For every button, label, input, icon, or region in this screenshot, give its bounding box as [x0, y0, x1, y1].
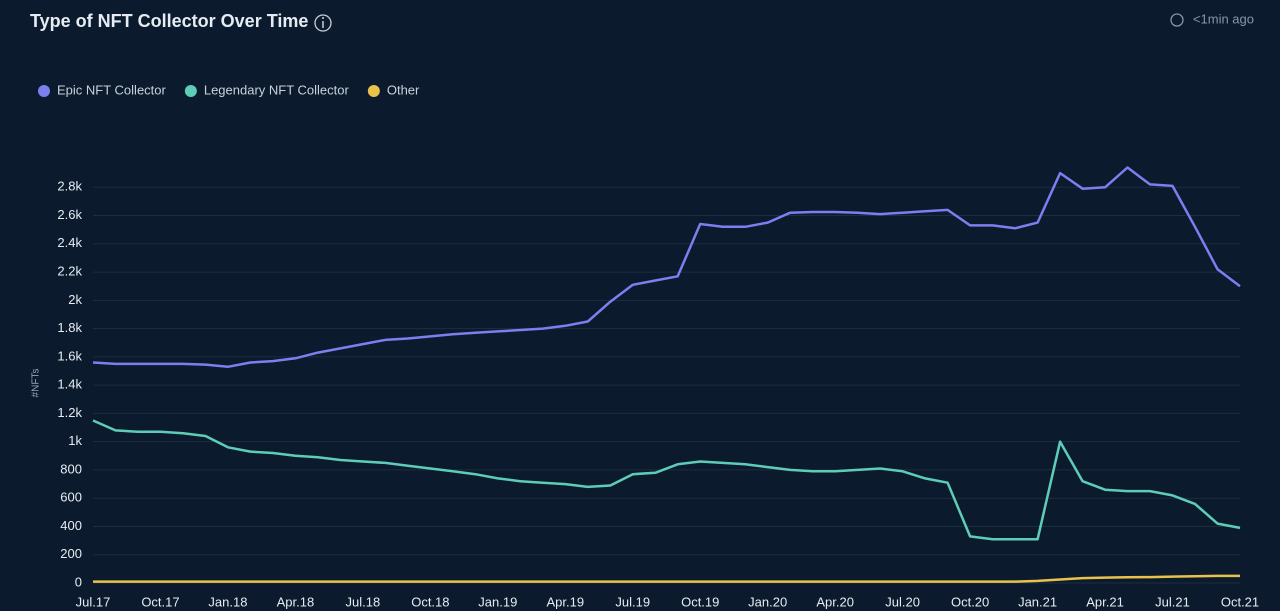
y-tick-label: 1.8k: [57, 320, 82, 335]
x-tick-label: Oct.21: [1221, 594, 1259, 609]
info-circle: [314, 14, 332, 32]
updated-label: <1min ago: [1193, 11, 1254, 26]
legend-label: Epic NFT Collector: [57, 82, 167, 97]
legend-swatch: [184, 85, 197, 97]
series-line: [92, 166, 1241, 369]
x-tick-label: Oct.20: [951, 594, 989, 609]
y-tick-label: 1.4k: [57, 377, 82, 392]
series-line: [92, 419, 1241, 541]
y-axis-label: #NFTs: [31, 369, 42, 398]
x-tick-label: Oct.17: [141, 594, 179, 609]
y-tick-label: 400: [60, 518, 82, 533]
x-tick-label: Jan.19: [478, 594, 517, 609]
y-tick-label: 800: [60, 461, 82, 476]
x-tick-label: Jul.21: [1155, 594, 1190, 609]
x-tick-label: Jul.18: [346, 594, 381, 609]
x-tick-label: Jan.20: [748, 594, 787, 609]
x-tick-label: Jul.20: [885, 594, 920, 609]
x-tick-label: Jan.18: [208, 594, 247, 609]
legend-swatch: [367, 85, 380, 97]
y-tick-label: 600: [60, 490, 82, 505]
x-tick-label: Oct.18: [411, 594, 449, 609]
info-icon[interactable]: [314, 14, 332, 32]
y-tick-label: 2.4k: [57, 235, 82, 250]
y-tick-label: 2.8k: [57, 179, 82, 194]
legend-label: Other: [387, 82, 420, 97]
x-tick-label: Apr.19: [546, 594, 584, 609]
x-tick-label: Jul.17: [76, 594, 111, 609]
clock-icon: [1170, 13, 1184, 27]
y-tick-label: 1k: [68, 433, 82, 448]
y-tick-label: 1.2k: [57, 405, 82, 420]
x-tick-label: Apr.21: [1086, 594, 1124, 609]
chart-title: Type of NFT Collector Over Time: [30, 11, 308, 31]
x-tick-label: Oct.19: [681, 594, 719, 609]
x-tick-label: Jul.19: [615, 594, 650, 609]
info-dot: [322, 17, 324, 19]
x-tick-label: Apr.18: [277, 594, 315, 609]
legend-swatch: [38, 85, 50, 97]
y-tick-label: 2.6k: [57, 207, 82, 222]
y-tick-label: 2k: [68, 292, 82, 307]
x-tick-label: Jan.21: [1018, 594, 1057, 609]
y-tick-label: 1.6k: [57, 348, 82, 363]
y-tick-label: 0: [75, 574, 82, 589]
legend-label: Legendary NFT Collector: [204, 82, 350, 97]
y-tick-label: 2.2k: [57, 264, 82, 279]
series-line: [93, 574, 1240, 583]
x-tick-label: Apr.20: [816, 594, 854, 609]
y-tick-label: 200: [60, 546, 82, 561]
